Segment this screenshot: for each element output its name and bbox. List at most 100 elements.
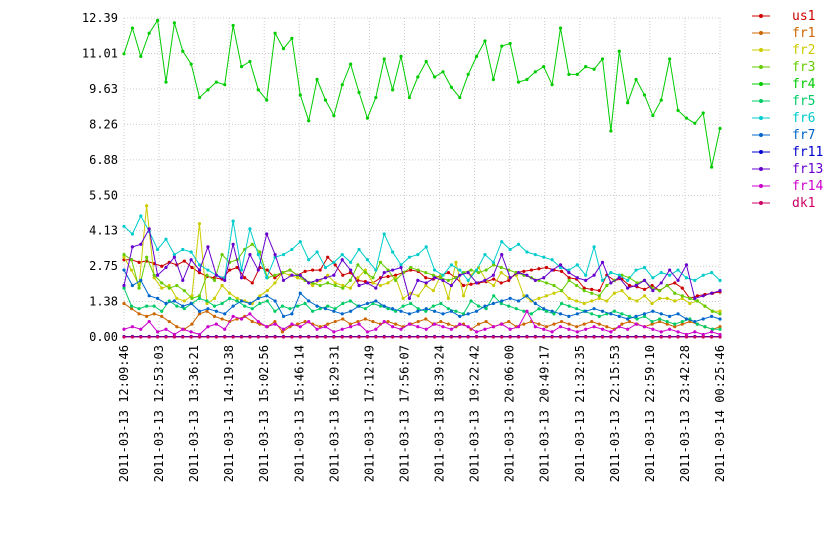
data-point-fr5 [499, 301, 503, 306]
data-point-dk1 [357, 335, 361, 339]
data-point-fr14 [256, 319, 260, 324]
data-point-fr3 [544, 281, 549, 285]
data-point-fr6 [542, 255, 546, 259]
data-point-dk1 [399, 335, 403, 339]
data-point-fr7 [290, 312, 294, 316]
legend-marker [759, 31, 763, 35]
data-point-fr1 [122, 301, 126, 306]
data-point-fr6 [592, 245, 596, 249]
legend-marker [759, 184, 763, 188]
data-point-fr14 [710, 330, 714, 334]
data-point-fr13 [441, 278, 445, 282]
data-point-us1 [446, 271, 451, 275]
data-point-fr14 [609, 330, 613, 334]
data-point-fr3 [122, 253, 126, 257]
data-point-us1 [529, 268, 533, 272]
data-point-fr13 [458, 273, 462, 277]
data-point-fr6 [550, 258, 554, 262]
data-point-fr6 [315, 250, 319, 254]
y-axis-ticks: 0.00 1.38 2.75 4.13 5.50 6.88 8.26 9.63 11.01 12.… [82, 11, 118, 344]
data-point-us1 [137, 260, 141, 264]
data-point-fr1 [175, 325, 179, 329]
data-point-fr4 [206, 88, 210, 92]
legend-label: fr3 [792, 60, 815, 75]
data-point-us1 [409, 268, 413, 272]
data-point-fr3 [680, 294, 684, 298]
data-point-dk1 [181, 335, 185, 339]
data-point-fr2 [182, 299, 186, 303]
data-point-fr1 [348, 322, 352, 326]
data-point-fr1 [197, 312, 202, 316]
data-point-fr4 [550, 83, 554, 87]
data-point-fr13 [290, 273, 294, 277]
data-point-fr6 [558, 265, 563, 270]
data-point-fr2 [311, 283, 315, 288]
data-point-fr6 [374, 268, 378, 272]
data-point-fr3 [635, 281, 639, 285]
data-point-fr13 [684, 263, 689, 267]
data-point-fr4 [432, 75, 437, 79]
data-point-fr5 [393, 309, 398, 313]
data-point-fr6 [684, 276, 689, 280]
data-point-fr6 [349, 260, 353, 264]
data-point-fr7 [550, 309, 554, 313]
data-point-fr1 [439, 319, 443, 324]
data-point-fr1 [567, 322, 571, 326]
data-point-fr3 [182, 289, 186, 293]
data-point-fr5 [454, 309, 458, 313]
data-point-fr2 [129, 268, 134, 272]
data-point-fr13 [122, 283, 126, 288]
data-point-fr5 [469, 299, 473, 303]
data-point-fr2 [160, 286, 164, 290]
data-point-dk1 [626, 335, 630, 339]
data-point-fr7 [189, 301, 193, 306]
data-point-fr1 [537, 322, 541, 326]
data-point-fr14 [281, 327, 286, 331]
data-point-fr5 [567, 304, 571, 308]
data-point-fr13 [298, 273, 302, 277]
data-point-fr5 [205, 299, 209, 303]
data-point-dk1 [172, 335, 176, 339]
data-point-fr1 [152, 312, 156, 316]
data-point-fr13 [609, 281, 613, 285]
data-point-fr2 [522, 294, 526, 298]
data-point-fr6 [701, 273, 705, 277]
data-point-fr4 [609, 129, 613, 133]
data-point-fr14 [458, 322, 462, 326]
data-point-fr7 [307, 299, 311, 303]
data-point-fr4 [197, 95, 202, 100]
data-point-fr1 [145, 314, 149, 319]
data-point-fr3 [333, 283, 337, 288]
data-point-us1 [650, 283, 654, 288]
data-point-fr6 [642, 265, 647, 270]
data-point-fr13 [206, 245, 210, 249]
legend-marker [759, 82, 763, 86]
legend-label: fr6 [792, 111, 815, 126]
data-point-fr6 [189, 250, 193, 254]
data-point-dk1 [634, 335, 638, 339]
data-point-fr2 [567, 296, 571, 300]
data-point-fr7 [374, 299, 378, 303]
data-point-fr3 [718, 312, 722, 316]
data-point-fr2 [273, 281, 277, 285]
data-point-fr6 [290, 247, 294, 252]
data-point-fr4 [474, 54, 479, 58]
data-point-fr3 [348, 278, 352, 282]
data-point-us1 [341, 273, 345, 277]
data-point-fr5 [280, 304, 285, 308]
data-point-fr3 [703, 304, 707, 308]
data-point-fr4 [558, 26, 563, 30]
data-point-fr2 [386, 281, 390, 285]
data-point-fr1 [552, 322, 556, 326]
data-point-fr2 [665, 296, 669, 300]
y-tick-label: 2.75 [89, 259, 118, 273]
data-point-dk1 [533, 335, 537, 339]
data-point-fr6 [693, 278, 697, 282]
data-point-fr2 [446, 296, 451, 300]
data-point-fr4 [332, 113, 336, 118]
data-point-fr1 [522, 322, 526, 326]
data-point-fr7 [474, 309, 479, 313]
data-point-fr5 [424, 309, 428, 313]
data-point-fr1 [386, 319, 390, 324]
data-point-fr3 [303, 278, 307, 282]
